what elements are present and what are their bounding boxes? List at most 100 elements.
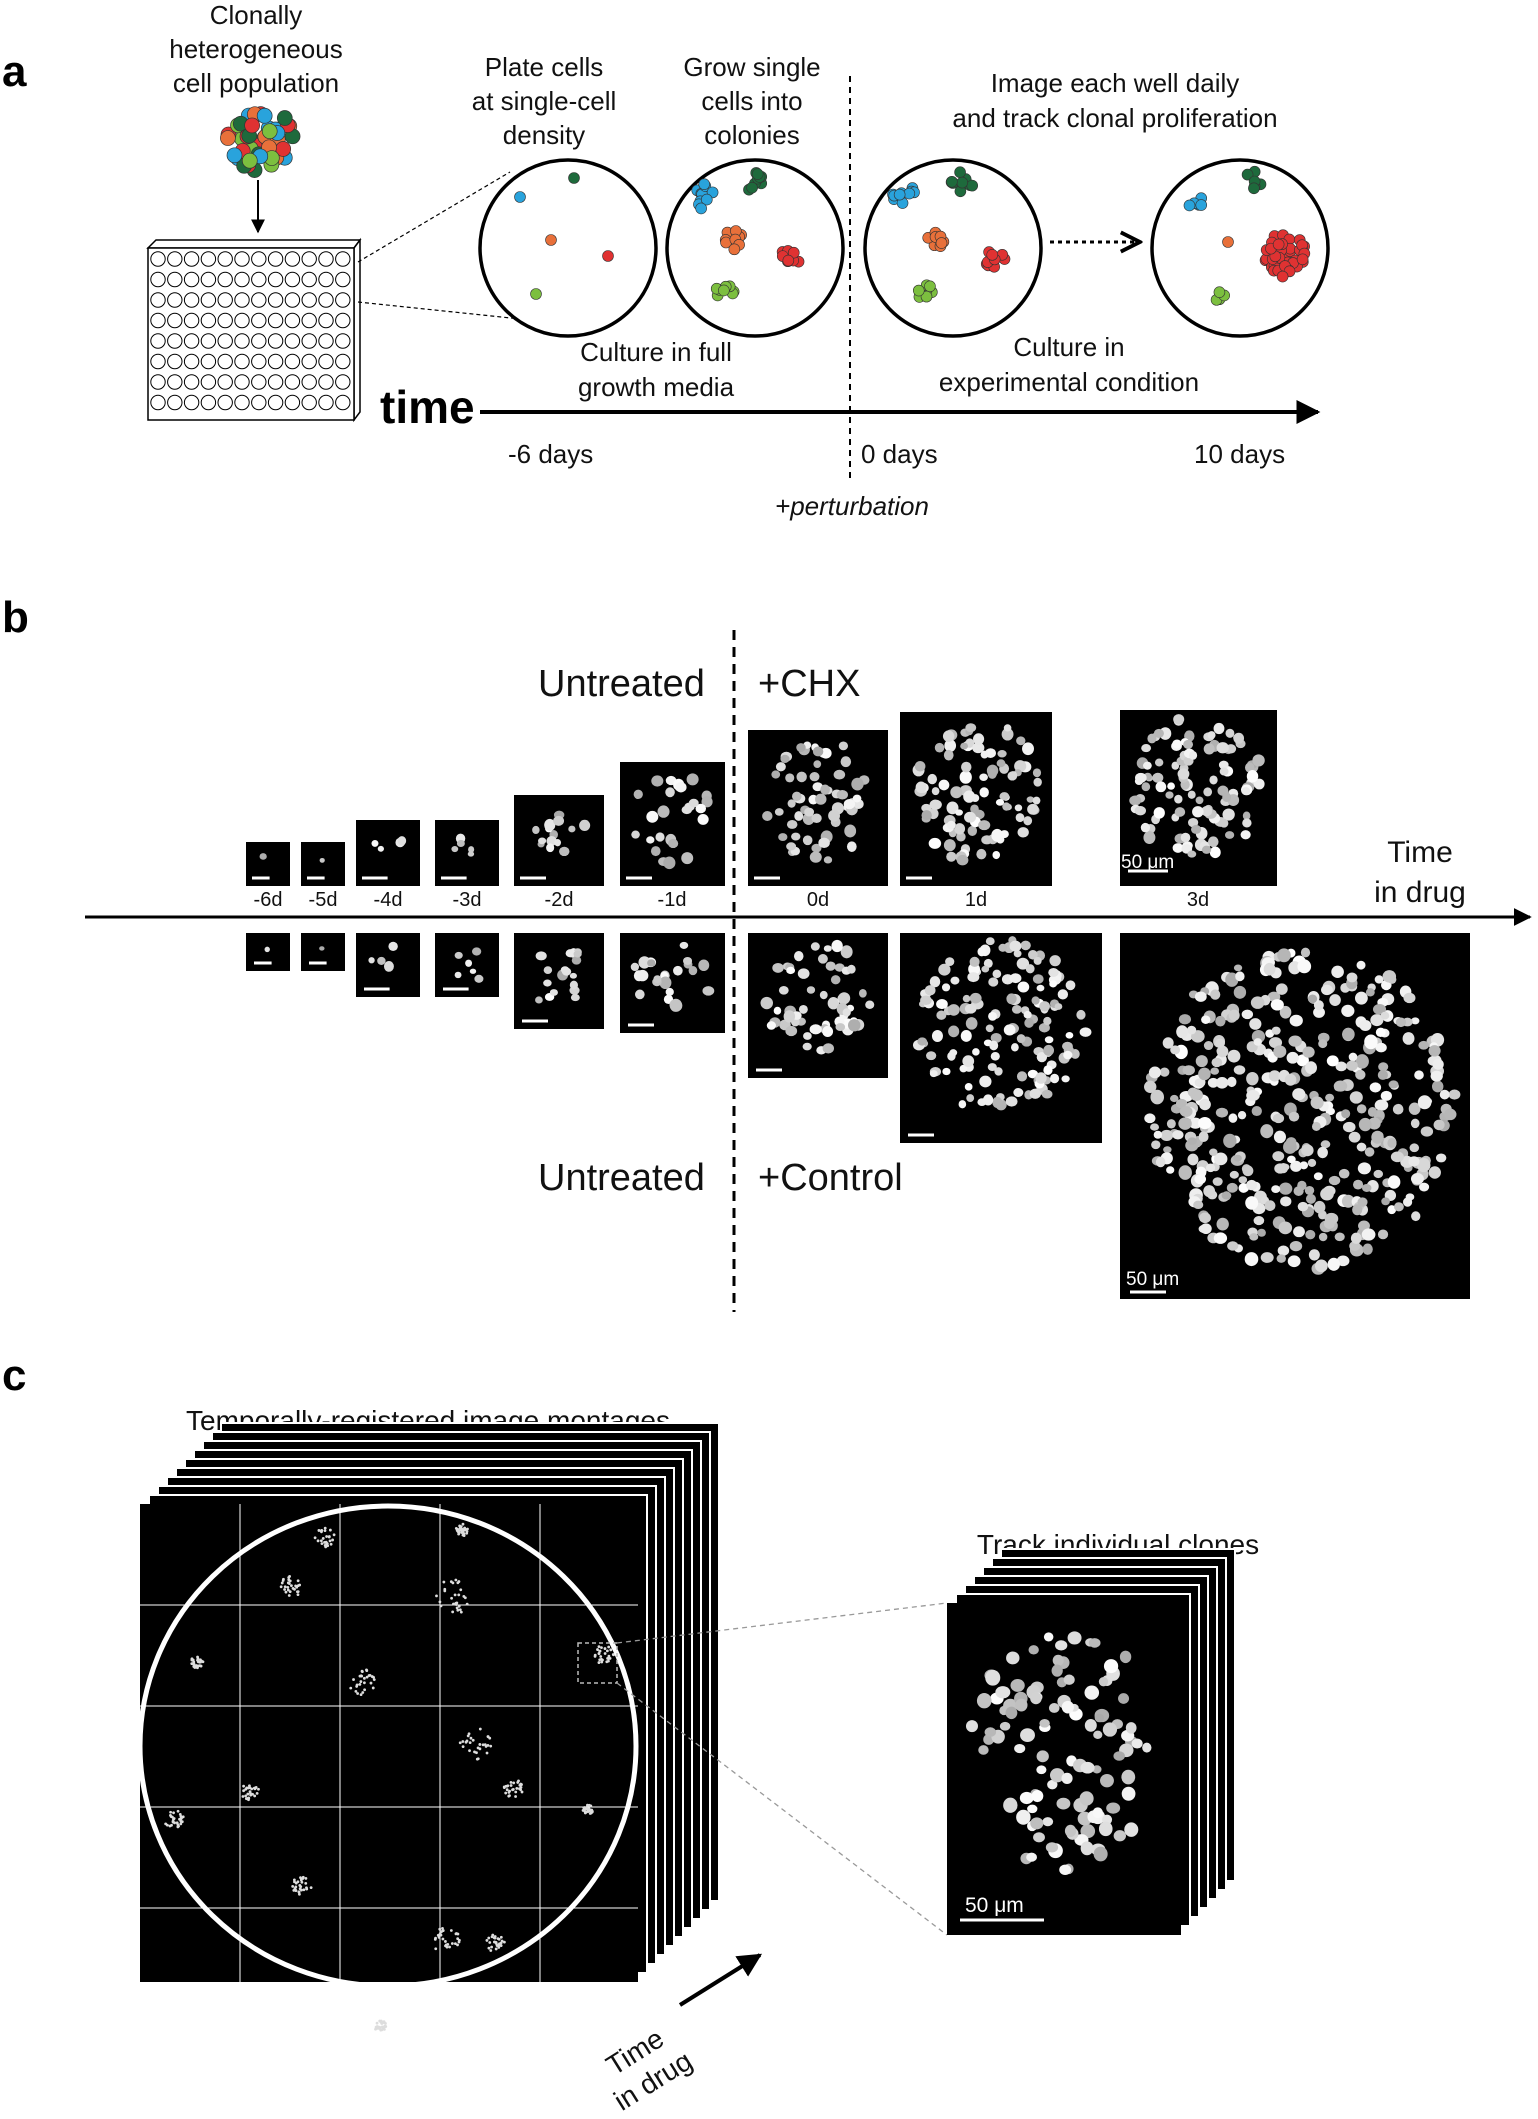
montage-nucleus	[593, 1653, 597, 1657]
colony-cell	[1213, 286, 1226, 298]
nucleus	[1410, 1173, 1424, 1185]
nucleus	[1431, 1080, 1444, 1093]
montage-nucleus	[253, 1794, 257, 1798]
montage-nucleus	[468, 1749, 471, 1753]
nucleus	[1047, 1779, 1058, 1790]
montage-nucleus	[607, 1645, 611, 1649]
nucleus	[775, 762, 786, 772]
nucleus	[636, 969, 649, 982]
cell	[220, 130, 236, 146]
nucleus	[1215, 1077, 1229, 1089]
nucleus	[535, 996, 543, 1004]
nucleus	[954, 823, 966, 835]
nucleus	[1203, 1041, 1214, 1051]
nucleus	[1349, 1091, 1363, 1104]
montage-nucleus	[454, 1527, 458, 1530]
nucleus	[1203, 787, 1213, 797]
well	[150, 394, 166, 411]
well	[234, 292, 250, 308]
nucleus	[1369, 1082, 1382, 1093]
clone-image	[947, 1603, 1181, 1935]
montage-nucleus	[456, 1943, 459, 1947]
colony-cell	[602, 250, 614, 262]
nucleus	[1289, 1240, 1303, 1252]
montage-nucleus	[196, 1657, 200, 1660]
montage-nucleus	[509, 1780, 513, 1784]
nucleus	[1307, 1158, 1317, 1167]
nucleus	[1233, 964, 1243, 972]
colony-cell	[966, 179, 979, 192]
nucleus	[988, 1011, 997, 1021]
nucleus	[1177, 768, 1190, 780]
nucleus	[319, 857, 325, 863]
nucleus	[1193, 1200, 1204, 1210]
montage-nucleus	[176, 1825, 180, 1829]
plate-top-edge	[146, 239, 362, 249]
nucleus	[1403, 992, 1416, 1004]
nucleus	[1175, 1098, 1188, 1109]
nucleus	[653, 975, 662, 984]
nucleus	[1215, 1107, 1229, 1118]
nucleus	[1353, 1179, 1364, 1190]
nucleus	[1387, 1175, 1401, 1189]
nucleus	[1033, 956, 1042, 965]
nucleus	[920, 995, 932, 1006]
nucleus	[828, 809, 840, 822]
nucleus	[946, 801, 959, 815]
nucleus	[1182, 1065, 1195, 1076]
nucleus	[809, 851, 822, 863]
montage-nucleus	[497, 1945, 501, 1949]
nucleus	[1215, 1038, 1225, 1048]
step2-line-1: Grow single	[683, 52, 820, 82]
nucleus	[985, 937, 995, 946]
well-outline	[137, 1503, 639, 1989]
nucleus	[996, 759, 1006, 768]
nucleus	[1325, 1093, 1335, 1102]
montage-nucleus	[251, 1792, 254, 1796]
nucleus	[1311, 1121, 1321, 1132]
colony-cell	[893, 188, 906, 201]
nucleus	[1348, 1052, 1358, 1062]
nucleus	[1249, 1233, 1259, 1241]
step3-line-1: Image each well daily	[991, 68, 1240, 98]
montage-nucleus	[244, 1794, 248, 1798]
nucleus	[1124, 1822, 1139, 1837]
nucleus	[1052, 1654, 1064, 1667]
well	[183, 333, 200, 349]
montage-nucleus	[379, 2020, 383, 2024]
nucleus	[1237, 1110, 1247, 1120]
nucleus	[992, 969, 1002, 979]
nucleus	[1411, 1017, 1420, 1025]
montage-nucleus	[359, 1693, 363, 1697]
montage-nucleus	[253, 1786, 257, 1790]
nucleus	[936, 1010, 947, 1020]
well	[217, 251, 233, 267]
nucleus	[665, 787, 675, 798]
nucleus	[1003, 724, 1012, 732]
montage-nucleus	[488, 1736, 492, 1740]
nucleus	[1226, 1182, 1238, 1193]
montage-nucleus	[485, 1751, 489, 1755]
nucleus	[1352, 1204, 1363, 1216]
nucleus	[1278, 1221, 1293, 1235]
nucleus	[1028, 949, 1038, 960]
clone-image-front	[947, 1603, 1181, 1935]
nucleus	[1318, 1039, 1328, 1049]
nucleus	[1032, 768, 1042, 778]
well	[301, 394, 317, 411]
montage-nucleus	[463, 1527, 467, 1531]
montage-nucleus	[493, 1936, 497, 1940]
day-label: -3d	[453, 889, 482, 911]
nucleus	[1148, 1066, 1162, 1079]
well	[284, 251, 301, 267]
nucleus	[1207, 731, 1216, 740]
montage-nucleus	[454, 1578, 458, 1582]
montage-nucleus	[483, 1743, 487, 1747]
clone-scale-label: 50 μm	[965, 1894, 1024, 1917]
well	[200, 333, 217, 349]
nucleus	[783, 1010, 796, 1023]
well	[183, 374, 200, 390]
nucleus	[1147, 733, 1157, 744]
nucleus	[1350, 1232, 1362, 1244]
nucleus	[942, 730, 955, 742]
